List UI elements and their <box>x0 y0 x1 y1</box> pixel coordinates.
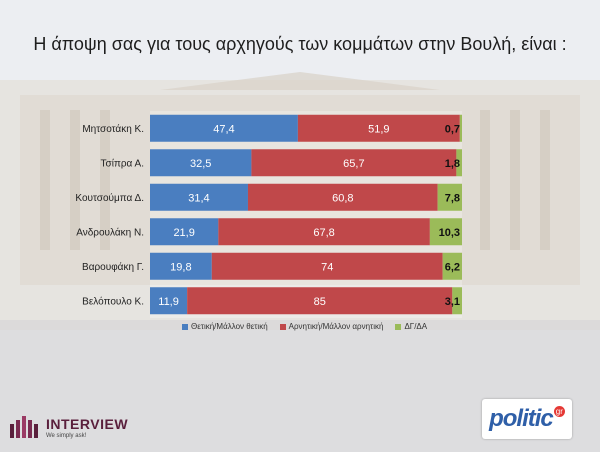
interview-logo-tagline: We simply ask! <box>46 432 87 439</box>
bar-segment <box>459 114 462 142</box>
plot-area <box>150 111 462 318</box>
data-label: 31,4 <box>188 192 209 204</box>
bar-segment <box>456 149 462 177</box>
legend-label-dk: ΔΓ/ΔΑ <box>404 322 428 331</box>
data-label: 7,8 <box>445 192 460 204</box>
bar-segment <box>442 252 462 280</box>
interview-logo: INTERVIEW We simply ask! <box>8 412 128 442</box>
bar-segment <box>452 287 462 315</box>
bar-segment <box>150 287 188 315</box>
data-label: 67,8 <box>313 227 334 239</box>
bar-segment <box>218 218 430 246</box>
data-label: 74 <box>321 261 333 273</box>
bar-segment <box>247 183 438 211</box>
category-label: Ανδρουλάκη Ν. <box>76 226 144 238</box>
data-label: 47,4 <box>213 123 234 135</box>
legend-item-negative: Αρνητική/Μάλλον αρνητική <box>279 322 384 331</box>
category-label: Κουτσούμπα Δ. <box>75 192 144 204</box>
legend-swatch-dk <box>395 323 402 330</box>
bar-segment <box>187 287 453 315</box>
data-label: 10,3 <box>439 227 460 239</box>
bar-segment <box>150 183 248 211</box>
politic-logo-suffix: gr <box>553 405 565 417</box>
bar-segment <box>150 252 212 280</box>
legend-label-negative: Αρνητική/Μάλλον αρνητική <box>288 322 384 331</box>
category-label: Βελόπουλο Κ. <box>82 295 144 307</box>
interview-logo-mark-icon <box>10 416 38 438</box>
legend-item-positive: Θετική/Μάλλον θετική <box>182 322 268 331</box>
data-label: 19,8 <box>170 261 191 273</box>
bar-segment <box>437 183 462 211</box>
interview-logo-text: INTERVIEW <box>46 415 129 432</box>
data-label: 1,8 <box>445 158 460 170</box>
category-label: Μητσοτάκη Κ. <box>82 123 144 135</box>
legend-item-dk: ΔΓ/ΔΑ <box>395 322 427 331</box>
bar-segment <box>429 218 462 246</box>
bar-segment <box>211 252 443 280</box>
data-label: 0,7 <box>445 123 460 135</box>
chart-title: Η άποψη σας για τους αρχηγούς των κομμάτ… <box>33 34 567 54</box>
data-label: 51,9 <box>368 123 389 135</box>
legend-swatch-negative <box>279 323 286 330</box>
data-label: 32,5 <box>190 158 211 170</box>
legend-swatch-positive <box>182 323 188 330</box>
data-label: 21,9 <box>173 227 194 239</box>
data-label: 60,8 <box>332 192 353 204</box>
category-label: Βαρουφάκη Γ. <box>82 261 144 273</box>
bar-segment <box>297 114 460 142</box>
politic-logo-text: politic <box>489 405 554 432</box>
category-label: Τσίπρα Α. <box>101 157 144 169</box>
legend: Θετική/Μάλλον θετική Αρνητική/Μάλλον αρν… <box>182 322 427 331</box>
data-label: 65,7 <box>343 158 364 170</box>
bar-segment <box>150 218 219 246</box>
data-label: 6,2 <box>445 261 460 273</box>
legend-label-positive: Θετική/Μάλλον θετική <box>191 322 268 331</box>
bar-segment <box>150 149 252 177</box>
bar-segment <box>150 114 298 142</box>
bar-segment <box>251 149 457 177</box>
data-label: 3,1 <box>445 296 460 308</box>
data-label: 11,9 <box>158 296 179 308</box>
data-label: 85 <box>314 296 326 308</box>
politic-logo: politic gr <box>482 399 572 439</box>
